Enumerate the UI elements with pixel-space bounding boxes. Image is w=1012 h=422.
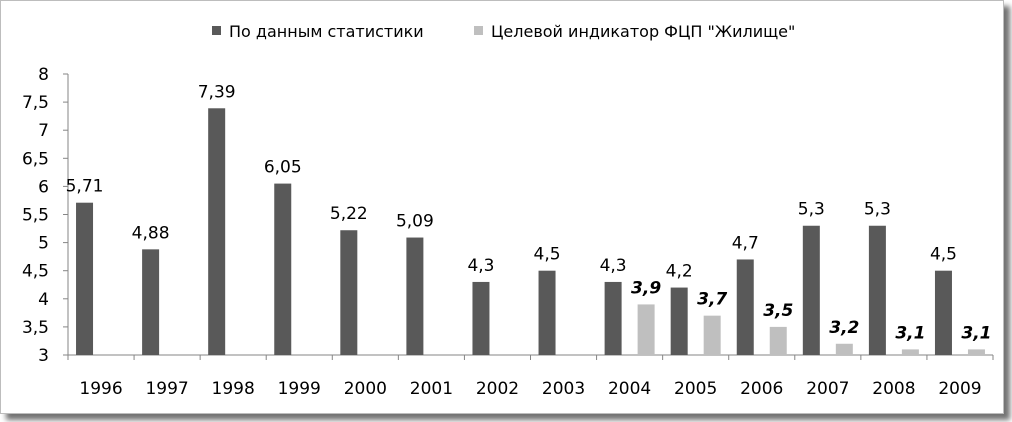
data-label-statistics: 6,05 (264, 158, 302, 178)
bar-statistics (538, 270, 556, 355)
y-tick-label: 6 (38, 177, 49, 197)
y-tick-label: 8 (38, 65, 49, 85)
data-labels: 5,714,887,396,055,22 5,094,34,54,33,94,23… (66, 82, 992, 343)
x-tick-label: 1996 (79, 379, 122, 399)
bar-statistics (604, 281, 622, 355)
y-tick-label: 3,5 (22, 318, 49, 338)
data-label-statistics: 7,39 (198, 82, 236, 102)
x-tick-label: 2009 (938, 379, 981, 399)
bar-statistics (142, 249, 160, 355)
data-label-statistics: 5,3 (798, 200, 825, 220)
x-tick-label: 1998 (212, 379, 255, 399)
x-tick-label: 2003 (542, 379, 585, 399)
x-tick-label: 2000 (344, 379, 387, 399)
legend: По данным статистики Целевой индикатор Ф… (212, 22, 795, 41)
y-tick-label: 6,5 (22, 149, 49, 169)
data-label-target: 3,7 (697, 290, 727, 310)
bar-statistics (208, 108, 226, 355)
data-label-statistics: 4,88 (132, 223, 170, 243)
x-tick-label: 2007 (806, 379, 849, 399)
x-tick-label: 2008 (872, 379, 915, 399)
data-label-target: 3,5 (763, 301, 793, 321)
y-tick-label: 4,5 (22, 262, 49, 282)
x-tick-label: 2004 (608, 379, 651, 399)
bar-target (769, 326, 787, 355)
data-label-statistics: 5,3 (864, 200, 891, 220)
bar-statistics (868, 225, 886, 355)
legend-label-target: Целевой индикатор ФЦП "Жилище" (491, 22, 795, 41)
x-tick-label: 2001 (410, 379, 453, 399)
bar-statistics (274, 183, 292, 355)
bar-target (901, 349, 919, 355)
bar-statistics (934, 270, 952, 355)
x-tick-label: 1999 (278, 379, 321, 399)
data-label-statistics: 4,3 (600, 256, 627, 276)
x-axis-ticks: 1996 1997 1998 1999 2000 2001 2002 2003 2004 2005… (67, 355, 994, 399)
data-label-statistics: 4,5 (930, 245, 957, 265)
legend-label-statistics: По данным статистики (229, 22, 424, 41)
bar-statistics (736, 259, 754, 355)
bar-statistics (76, 202, 94, 355)
x-tick-label: 2006 (740, 379, 783, 399)
data-label-target: 3,9 (631, 278, 661, 298)
data-label-target: 3,1 (961, 323, 991, 343)
data-label-target: 3,1 (895, 323, 925, 343)
bar-target (967, 349, 985, 355)
bar-target (703, 315, 721, 355)
data-label-statistics: 5,09 (396, 212, 434, 232)
bars (76, 108, 985, 355)
bar-statistics (406, 237, 424, 355)
y-tick-label: 5,5 (22, 206, 49, 226)
bar-statistics (802, 225, 820, 355)
y-tick-label: 4 (38, 290, 49, 310)
x-tick-label: 1997 (145, 379, 188, 399)
bar-target (637, 304, 655, 355)
data-label-statistics: 5,22 (330, 204, 368, 224)
bar-statistics (472, 281, 490, 355)
data-label-statistics: 4,7 (732, 233, 759, 253)
y-tick-label: 7 (38, 121, 49, 141)
y-tick-label: 5 (38, 234, 49, 254)
y-axis-ticks: 3 3,5 4 4,5 5 5,5 6 6,5 7 7,5 8 (22, 65, 68, 366)
data-label-statistics: 4,5 (534, 245, 561, 265)
axes (67, 74, 993, 356)
legend-swatch-target (474, 26, 483, 35)
bar-statistics (670, 287, 688, 355)
data-label-statistics: 5,71 (66, 177, 104, 197)
x-tick-label: 2002 (476, 379, 519, 399)
bar-target (835, 343, 853, 355)
y-tick-label: 7,5 (22, 93, 49, 113)
data-label-statistics: 4,3 (467, 256, 494, 276)
bar-statistics (340, 230, 358, 355)
legend-swatch-statistics (212, 26, 221, 35)
y-tick-label: 3 (38, 346, 49, 366)
x-tick-label: 2005 (674, 379, 717, 399)
data-label-statistics: 4,2 (666, 262, 693, 282)
data-label-target: 3,2 (829, 318, 859, 338)
